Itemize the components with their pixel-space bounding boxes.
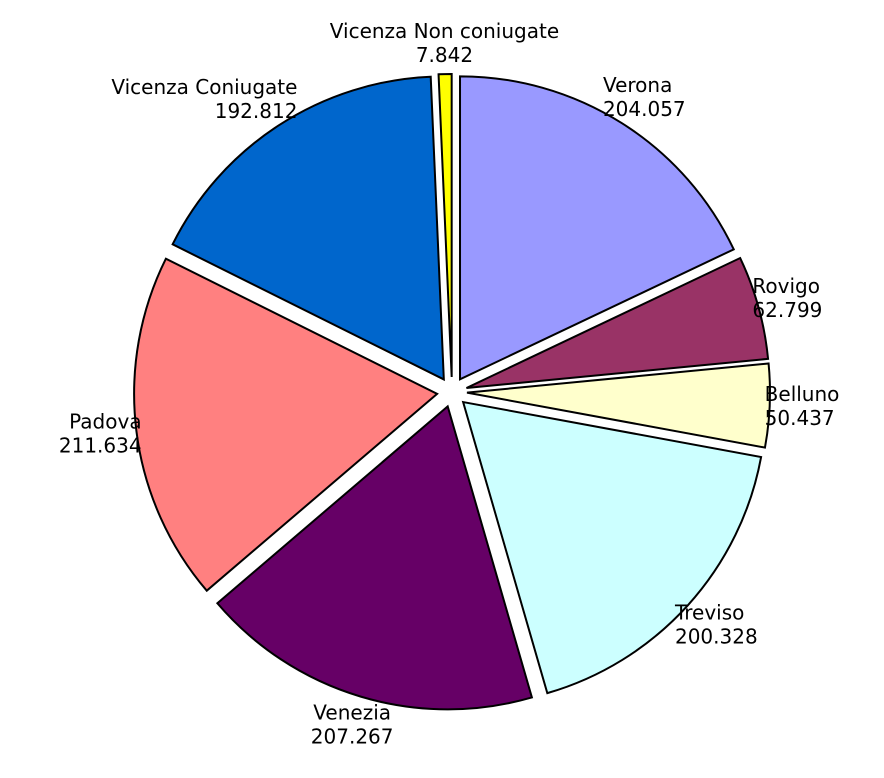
slice-label: Vicenza Coniugate <box>111 75 297 99</box>
pie-slice <box>459 75 736 381</box>
pie-slice <box>437 73 453 378</box>
slice-value: 200.328 <box>675 625 758 649</box>
pie-slice <box>215 404 534 711</box>
slice-value: 211.634 <box>59 434 142 458</box>
slice-value: 204.057 <box>603 97 686 121</box>
pie-slice <box>466 362 771 449</box>
slice-label: Venezia <box>313 700 391 724</box>
slice-value: 50.437 <box>765 406 835 430</box>
slice-label: Rovigo <box>752 274 820 298</box>
pie-slice <box>466 256 770 389</box>
slice-label: Belluno <box>765 382 840 406</box>
pie-slice <box>133 257 439 593</box>
slice-value: 207.267 <box>311 724 394 748</box>
slice-value: 62.799 <box>752 298 822 322</box>
slice-label: Treviso <box>674 601 744 625</box>
slice-label: Padova <box>69 410 141 434</box>
slice-value: 7.842 <box>416 43 473 67</box>
slice-label: Vicenza Non coniugate <box>330 19 559 43</box>
pie-slice <box>461 400 763 695</box>
slice-value: 192.812 <box>215 99 298 123</box>
slice-label: Verona <box>603 73 672 97</box>
pie-slice <box>171 75 445 382</box>
